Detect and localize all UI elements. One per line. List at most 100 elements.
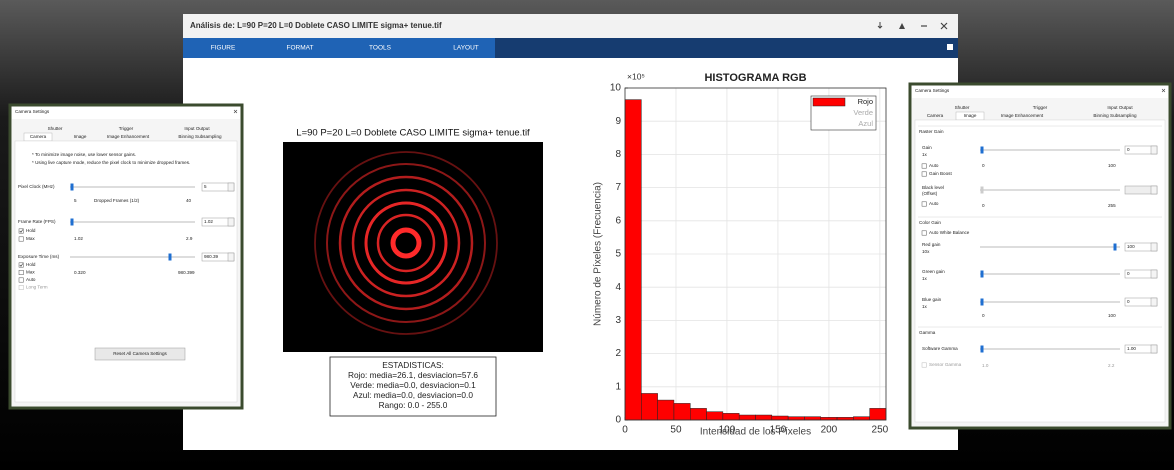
dialog-title: Camera Settings xyxy=(915,88,950,93)
slider-thumb[interactable] xyxy=(1114,244,1117,251)
slider-thumb[interactable] xyxy=(981,147,984,154)
checkbox-label: Gain Boost xyxy=(929,171,952,176)
spinner[interactable] xyxy=(1151,270,1157,278)
checkbox-label: Auto xyxy=(26,277,36,282)
stats-line: Rango: 0.0 - 255.0 xyxy=(379,400,448,410)
checkbox[interactable] xyxy=(922,164,926,168)
reset-label[interactable]: Reset All Camera Settings xyxy=(113,351,167,356)
tab[interactable]: Shutter xyxy=(955,105,970,110)
checkbox-label: Auto xyxy=(929,201,939,206)
tab[interactable]: Image xyxy=(964,113,977,118)
y-exponent: ×10⁵ xyxy=(627,71,645,81)
value-text: 0 xyxy=(1127,299,1130,304)
spinner[interactable] xyxy=(1151,243,1157,251)
checkbox-label: Long Term xyxy=(26,285,48,290)
tab[interactable]: Image xyxy=(74,134,87,139)
field-label: Software Gamma xyxy=(922,346,958,351)
legend-swatch xyxy=(813,98,845,106)
range-max: 100 xyxy=(1108,163,1116,168)
tab-content xyxy=(15,141,237,402)
checkbox-label: Max xyxy=(26,270,35,275)
slider-thumb[interactable] xyxy=(169,254,172,261)
checkbox[interactable] xyxy=(922,231,926,235)
tab[interactable]: Image Enhancement xyxy=(107,134,150,139)
range-max: 100 xyxy=(1108,313,1116,318)
tab[interactable]: Binning Subsampling xyxy=(1093,113,1137,118)
range-min: 0 xyxy=(982,313,985,318)
field-label: Gain xyxy=(922,145,932,150)
tab[interactable]: Binning Subsampling xyxy=(178,134,222,139)
spinner[interactable] xyxy=(228,218,234,226)
x-tick-label: 250 xyxy=(872,425,889,436)
spinner[interactable] xyxy=(228,253,234,261)
checkbox-label: Sensor Gamma xyxy=(929,362,962,367)
y-tick-label: 4 xyxy=(615,282,621,293)
range-min: 0.320 xyxy=(74,270,86,275)
spinner[interactable] xyxy=(1151,345,1157,353)
slider-thumb xyxy=(981,187,984,194)
tab[interactable]: Trigger xyxy=(1033,105,1048,110)
field-sub: 1x xyxy=(922,304,928,309)
section-label: Color Gain xyxy=(919,220,941,225)
y-tick-label: 9 xyxy=(615,116,621,127)
checkbox-label: Hold xyxy=(26,262,36,267)
bar xyxy=(756,415,772,420)
value-text: 0 xyxy=(1127,271,1130,276)
value-text: 980.39 xyxy=(204,254,218,259)
field-label: Pixel Clock (MHz) xyxy=(18,184,55,189)
checkbox[interactable] xyxy=(19,270,23,274)
note: * To minimize image noise, use lower sen… xyxy=(32,152,136,157)
y-tick-label: 10 xyxy=(610,83,622,94)
range-min: 1.02 xyxy=(74,236,83,241)
tab[interactable]: Camera xyxy=(927,113,944,118)
range-min: 0 xyxy=(982,203,985,208)
range-min: 0 xyxy=(982,163,985,168)
menu-tab[interactable]: LAYOUT xyxy=(453,45,479,52)
checkbox[interactable] xyxy=(922,172,926,176)
field-label: Dropped Frames (1/2) xyxy=(94,198,140,203)
tab[interactable]: Image Enhancement xyxy=(1001,113,1044,118)
tab[interactable]: Shutter xyxy=(48,126,63,131)
menu-tab[interactable]: FORMAT xyxy=(287,45,314,52)
menu-tab[interactable]: TOOLS xyxy=(369,45,392,52)
tab[interactable]: Trigger xyxy=(119,126,134,131)
menu-tab[interactable]: FIGURE xyxy=(211,45,236,52)
spinner[interactable] xyxy=(1151,146,1157,154)
tab[interactable]: Input Output xyxy=(1107,105,1133,110)
toolstrip-rest xyxy=(495,38,958,58)
checkbox-label: Auto White Balance xyxy=(929,230,970,235)
bar xyxy=(853,417,869,420)
range-max: 2.9 xyxy=(186,236,193,241)
checkbox-label: Max xyxy=(26,236,35,241)
spinner[interactable] xyxy=(1151,298,1157,306)
x-tick-label: 200 xyxy=(821,425,838,436)
bar xyxy=(739,415,755,420)
tab[interactable]: Camera xyxy=(30,134,47,139)
screen: Análisis de: L=90 P=20 L=0 Doblete CASO … xyxy=(0,0,1174,470)
slider-thumb[interactable] xyxy=(981,299,984,306)
slider-thumb[interactable] xyxy=(981,346,984,353)
bar xyxy=(804,417,820,420)
field-label: Green gain xyxy=(922,269,945,274)
y-tick-label: 0 xyxy=(615,415,621,426)
slider-thumb[interactable] xyxy=(71,184,74,191)
checkbox[interactable] xyxy=(922,202,926,206)
slider-thumb[interactable] xyxy=(71,219,74,226)
field-sub: 1x xyxy=(922,152,928,157)
legend-label: Rojo xyxy=(858,97,873,106)
checkbox[interactable] xyxy=(19,237,23,241)
spinner[interactable] xyxy=(228,183,234,191)
note: * Using live capture mode, reduce the pi… xyxy=(32,160,190,165)
y-tick-label: 7 xyxy=(615,182,621,193)
dropped-frames: 40 xyxy=(186,198,192,203)
toolstrip-icon[interactable] xyxy=(947,44,953,50)
bar xyxy=(772,416,788,420)
y-tick-label: 6 xyxy=(615,215,621,226)
bar xyxy=(658,400,674,420)
tab[interactable]: Input Output xyxy=(184,126,210,131)
stats-line: Rojo: media=26.1, desviacion=57.6 xyxy=(348,370,478,380)
stats-heading: ESTADISTICAS: xyxy=(382,360,444,370)
checkbox[interactable] xyxy=(19,278,23,282)
range-max: 980.399 xyxy=(178,270,195,275)
slider-thumb[interactable] xyxy=(981,271,984,278)
